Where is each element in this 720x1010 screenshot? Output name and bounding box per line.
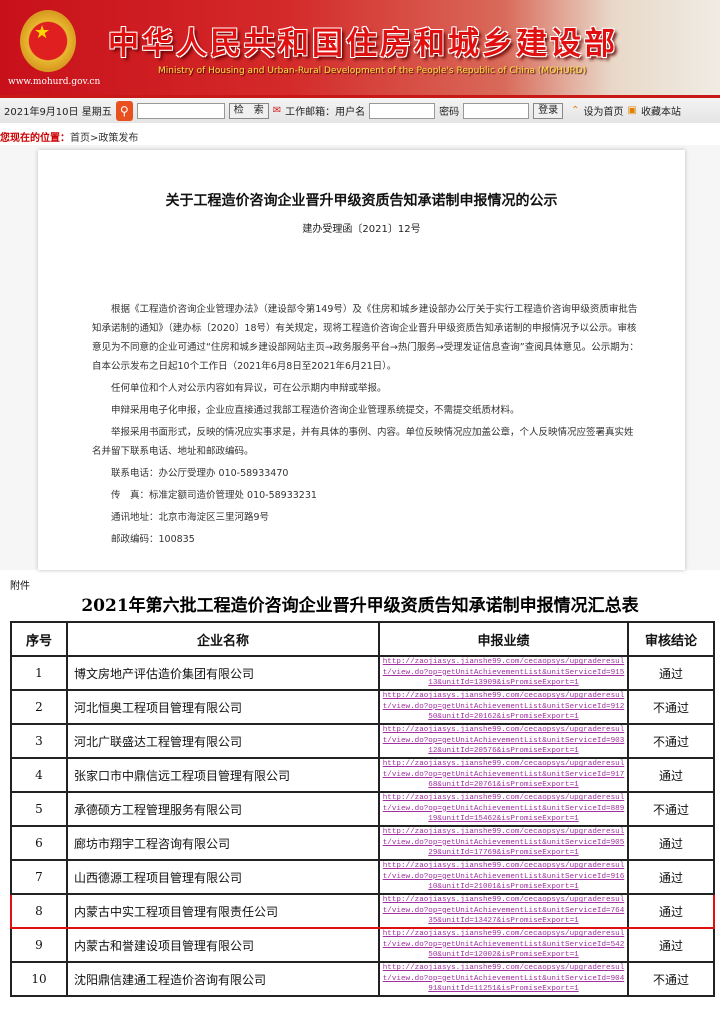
achievement-link[interactable]: http://zaojiasys.jianshe99.com/cecaopsys… <box>378 689 629 725</box>
site-header: ★ www.mohurd.gov.cn 中华人民共和国住房和城乡建设部 Mini… <box>0 0 720 95</box>
column-header-no: 序号 <box>10 621 68 657</box>
review-result: 通过 <box>627 757 715 793</box>
login-button[interactable]: 登录 <box>533 102 564 119</box>
row-number: 9 <box>10 927 68 963</box>
password-label: 密码 <box>439 107 460 118</box>
achievement-link[interactable]: http://zaojiasys.jianshe99.com/cecaopsys… <box>378 927 629 963</box>
row-number: 4 <box>10 757 68 793</box>
table-row: 5 承德硕方工程管理服务有限公司 http://zaojiasys.jiansh… <box>10 791 715 827</box>
table-row: 10 沈阳鼎信建通工程造价咨询有限公司 http://zaojiasys.jia… <box>10 961 715 997</box>
set-home-link[interactable]: 设为首页 <box>583 107 624 118</box>
column-header-name: 企业名称 <box>66 621 380 657</box>
company-name: 博文房地产评估造价集团有限公司 <box>66 655 380 691</box>
paragraph: 任何单位和个人对公示内容如有异议，可在公示期内申辩或举报。 <box>111 383 387 394</box>
achievement-link[interactable]: http://zaojiasys.jianshe99.com/cecaopsys… <box>378 655 629 691</box>
review-result: 不通过 <box>627 961 715 997</box>
breadcrumb-label: 您现在的位置： <box>0 133 70 144</box>
home-icon: ⌃ <box>571 105 580 116</box>
table-row: 1 博文房地产评估造价集团有限公司 http://zaojiasys.jians… <box>10 655 715 691</box>
username-input[interactable] <box>369 102 436 119</box>
table-row: 9 内蒙古和誉建设项目管理有限公司 http://zaojiasys.jians… <box>10 927 715 963</box>
contact-phone: 联系电话：办公厅受理办 010-58933470 <box>111 468 289 479</box>
achievement-link[interactable]: http://zaojiasys.jianshe99.com/cecaopsys… <box>378 757 629 793</box>
row-number: 7 <box>10 859 68 895</box>
table-row: 2 河北恒奥工程项目管理有限公司 http://zaojiasys.jiansh… <box>10 689 715 725</box>
current-date: 2021年9月10日 星期五 <box>4 107 112 118</box>
paragraph: 申辩采用电子化申报，企业应直接通过我部工程造价咨询企业管理系统提交，不需提交纸质… <box>111 405 520 416</box>
row-number: 5 <box>10 791 68 827</box>
site-title: 中华人民共和国住房和城乡建设部 <box>108 26 618 62</box>
search-input[interactable] <box>136 102 225 119</box>
company-name: 承德硕方工程管理服务有限公司 <box>66 791 380 827</box>
row-number: 8 <box>10 893 68 929</box>
table-row: 4 张家口市中鼎信远工程项目管理有限公司 http://zaojiasys.ji… <box>10 757 715 793</box>
contact-address: 通讯地址：北京市海淀区三里河路9号 <box>111 512 270 523</box>
company-name: 沈阳鼎信建通工程造价咨询有限公司 <box>66 961 380 997</box>
review-result: 不通过 <box>627 723 715 759</box>
document-panel: 关于工程造价咨询企业晋升甲级资质告知承诺制申报情况的公示 建办受理函〔2021〕… <box>38 150 685 570</box>
toolbar: 2021年9月10日 星期五 ⚲ 检 索 ✉ 工作邮箱：用户名 密码 登录 ⌃ … <box>0 95 720 123</box>
contact-fax: 传 真：标准定额司造价管理处 010-58933231 <box>111 490 317 501</box>
column-header-achievement: 申报业绩 <box>378 621 629 657</box>
company-name: 河北恒奥工程项目管理有限公司 <box>66 689 380 725</box>
table-row: 8 内蒙古中实工程项目管理有限责任公司 http://zaojiasys.jia… <box>10 893 715 929</box>
row-number: 1 <box>10 655 68 691</box>
paragraph: 举报采用书面形式，反映的情况应实事求是，并有具体的事例、内容。单位反映情况应加盖… <box>92 427 634 457</box>
table-row: 7 山西德源工程项目管理有限公司 http://zaojiasys.jiansh… <box>10 859 715 895</box>
row-number: 3 <box>10 723 68 759</box>
company-name: 河北广联盛达工程管理有限公司 <box>66 723 380 759</box>
paragraph: 根据《工程造价咨询企业管理办法》（建设部令第149号）及《住房和城乡建设部办公厅… <box>92 304 639 372</box>
site-url[interactable]: www.mohurd.gov.cn <box>8 77 101 87</box>
search-icon: ⚲ <box>115 100 133 121</box>
review-result: 通过 <box>627 859 715 895</box>
row-number: 10 <box>10 961 68 997</box>
achievement-link[interactable]: http://zaojiasys.jianshe99.com/cecaopsys… <box>378 859 629 895</box>
table-row: 6 廊坊市翔宇工程咨询有限公司 http://zaojiasys.jianshe… <box>10 825 715 861</box>
review-result: 不通过 <box>627 689 715 725</box>
mail-label: 工作邮箱：用户名 <box>285 107 366 118</box>
column-header-result: 审核结论 <box>627 621 715 657</box>
company-name: 廊坊市翔宇工程咨询有限公司 <box>66 825 380 861</box>
review-result: 通过 <box>627 893 715 929</box>
table-header-row: 序号 企业名称 申报业绩 审核结论 <box>10 621 715 657</box>
document-title: 关于工程造价咨询企业晋升甲级资质告知承诺制申报情况的公示 <box>165 193 558 209</box>
company-name: 内蒙古中实工程项目管理有限责任公司 <box>66 893 380 929</box>
review-result: 通过 <box>627 655 715 691</box>
company-name: 山西德源工程项目管理有限公司 <box>66 859 380 895</box>
company-name: 张家口市中鼎信远工程项目管理有限公司 <box>66 757 380 793</box>
achievement-link[interactable]: http://zaojiasys.jianshe99.com/cecaopsys… <box>378 825 629 861</box>
document-number: 建办受理函〔2021〕12号 <box>302 224 421 235</box>
breadcrumb: 您现在的位置：首页>政策发布 <box>0 129 138 144</box>
review-result: 通过 <box>627 927 715 963</box>
search-button[interactable]: 检 索 <box>228 102 269 119</box>
document-body: 根据《工程造价咨询企业管理办法》（建设部令第149号）及《住房和城乡建设部办公厅… <box>92 300 642 549</box>
contact-postcode: 邮政编码：100835 <box>111 534 195 545</box>
summary-table-title: 2021年第六批工程造价咨询企业晋升甲级资质告知承诺制申报情况汇总表 <box>81 596 639 616</box>
breadcrumb-path[interactable]: 首页>政策发布 <box>70 133 139 144</box>
password-input[interactable] <box>463 102 530 119</box>
row-number: 2 <box>10 689 68 725</box>
summary-table: 序号 企业名称 申报业绩 审核结论 1 博文房地产评估造价集团有限公司 http… <box>10 621 715 997</box>
table-row: 3 河北广联盛达工程管理有限公司 http://zaojiasys.jiansh… <box>10 723 715 759</box>
site-title-en: Ministry of Housing and Urban-Rural Deve… <box>158 66 587 76</box>
achievement-link[interactable]: http://zaojiasys.jianshe99.com/cecaopsys… <box>378 893 629 929</box>
achievement-link[interactable]: http://zaojiasys.jianshe99.com/cecaopsys… <box>378 723 629 759</box>
mail-icon: ✉ <box>272 105 282 116</box>
review-result: 不通过 <box>627 791 715 827</box>
company-name: 内蒙古和誉建设项目管理有限公司 <box>66 927 380 963</box>
national-emblem-logo: ★ <box>20 10 76 72</box>
achievement-link[interactable]: http://zaojiasys.jianshe99.com/cecaopsys… <box>378 961 629 997</box>
bookmark-link[interactable]: 收藏本站 <box>640 107 681 118</box>
review-result: 通过 <box>627 825 715 861</box>
achievement-link[interactable]: http://zaojiasys.jianshe99.com/cecaopsys… <box>378 791 629 827</box>
row-number: 6 <box>10 825 68 861</box>
bookmark-icon: ▣ <box>627 105 637 116</box>
attachment-label: 附件 <box>10 581 30 592</box>
